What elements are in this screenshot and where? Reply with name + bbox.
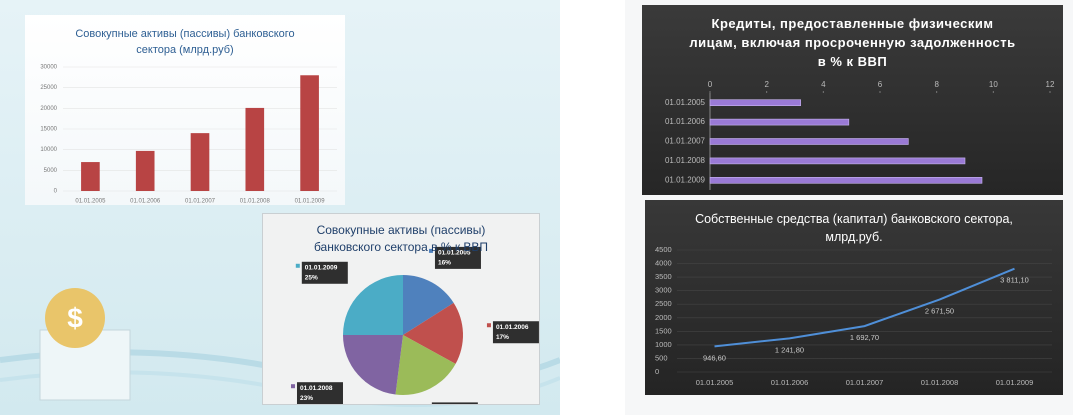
data-label: 946,60: [703, 353, 726, 362]
label-box: [431, 402, 478, 404]
bar: [190, 133, 210, 191]
chart-panel: 0 500 1000 1500 2000 2500 3000 3500 4000 4500 01.0…: [645, 200, 1063, 395]
x-tick-label: 4: [821, 80, 826, 89]
label-box: [434, 246, 481, 269]
chart-panel: 0 2 4 6 8 10 12 01.01.2005 01.01.2006 01.01.2007 0…: [642, 5, 1063, 195]
bar: [81, 162, 100, 191]
chart-panel: 0 5000 10000 15000 20000 25000 30000 01.01.2005…: [25, 15, 345, 205]
chart: 0 5000 10000 15000 20000 25000 30000 01.01.2005…: [40, 65, 337, 205]
bar: [135, 150, 155, 191]
y-tick-label: 01.01.2005: [665, 98, 706, 107]
chart: 0 2 4 6 8 10 12 01.01.2005 01.01.2006 01.01.2007 0…: [665, 80, 1055, 190]
y-tick-label: 20000: [40, 106, 57, 112]
bar: [245, 107, 265, 191]
x-tick-label: 2: [764, 80, 769, 89]
label-box: [492, 321, 539, 344]
bar: [709, 118, 850, 126]
y-tick-label: 0: [655, 367, 659, 376]
y-tick-label: 15000: [40, 127, 57, 133]
x-tick-label: 8: [934, 80, 939, 89]
bar: [300, 75, 319, 191]
slice-value: 23%: [300, 395, 313, 402]
y-tick-label: 2500: [655, 299, 672, 308]
slice-label: 01.01.2009: [305, 264, 338, 271]
x-tick-label: 01.01.2007: [185, 199, 216, 205]
x-tick-label: 01.01.2007: [846, 378, 884, 387]
svg-text:$: $: [67, 302, 83, 333]
chart-title: Совокупные активы (пассивы) банковского …: [75, 28, 295, 56]
y-tick-label: 1500: [655, 326, 672, 335]
chart-title: Кредиты, предоставленные физическим лица…: [689, 16, 1016, 69]
pie-slice: [395, 335, 456, 395]
y-tick-label: 01.01.2009: [665, 175, 706, 184]
bar: [709, 138, 909, 145]
y-tick-label: 01.01.2007: [665, 137, 706, 146]
y-tick-label: 4000: [655, 259, 672, 268]
x-tick-label: 0: [708, 80, 713, 89]
data-label: 1 241,80: [775, 345, 804, 354]
y-tick-label: 30000: [40, 65, 57, 71]
chart-title: Собственные средства (капитал) банковско…: [695, 212, 1013, 245]
legend-swatch: [295, 263, 300, 268]
y-tick-label: 5000: [44, 168, 58, 174]
y-tick-label: 3500: [655, 272, 672, 281]
x-tick-label: 01.01.2005: [696, 378, 734, 387]
bar: [709, 177, 983, 184]
line: [714, 267, 1015, 348]
y-tick-label: 1000: [655, 340, 672, 349]
legend-swatch: [486, 323, 491, 328]
label-box: [301, 261, 348, 284]
x-tick-label: 01.01.2006: [771, 378, 809, 387]
pie-slice: [343, 275, 403, 335]
y-tick-label: 500: [655, 353, 668, 362]
x-tick-label: 01.01.2008: [240, 199, 271, 205]
x-tick-label: 01.01.2009: [996, 378, 1034, 387]
chart-panel: 01.01.200516%01.01.200617%01.01.200719%0…: [262, 213, 540, 405]
legend-swatch: [428, 248, 433, 253]
x-tick-label: 01.01.2008: [921, 378, 959, 387]
chart: 01.01.200516%01.01.200617%01.01.200719%0…: [290, 246, 539, 405]
slice-label: 01.01.2008: [300, 385, 333, 392]
x-tick-label: 01.01.2006: [130, 199, 161, 205]
chart: 0 500 1000 1500 2000 2500 3000 3500 4000 4500 01.0…: [655, 245, 1052, 387]
pie-slice: [343, 335, 403, 395]
y-tick-label: 2000: [655, 313, 672, 322]
y-tick-label: 3000: [655, 286, 672, 295]
legend-swatch: [290, 384, 295, 389]
data-label: 2 671,50: [925, 307, 954, 316]
x-tick-label: 10: [989, 80, 998, 89]
pie-slice: [403, 275, 454, 335]
y-tick-label: 01.01.2008: [665, 156, 706, 165]
label-box: [296, 382, 343, 404]
data-label: 3 811,10: [1000, 276, 1029, 285]
x-tick-label: 01.01.2009: [295, 199, 326, 205]
x-tick-label: 12: [1046, 80, 1055, 89]
bar: [709, 157, 966, 165]
y-tick-label: 01.01.2006: [665, 117, 706, 126]
slice-label: 01.01.2006: [496, 324, 529, 331]
bar: [709, 99, 801, 106]
chart-title: Совокупные активы (пассивы) банковского …: [313, 223, 489, 255]
slice-value: 16%: [438, 260, 451, 267]
slice-label: 01.01.2005: [438, 250, 471, 257]
legend-swatch: [426, 404, 430, 405]
y-tick-label: 10000: [40, 147, 57, 153]
slice-value: 25%: [305, 274, 318, 281]
data-label: 1 692,70: [850, 333, 879, 342]
y-tick-label: 25000: [40, 85, 57, 91]
slice-value: 17%: [496, 334, 509, 341]
y-tick-label: 4500: [655, 245, 672, 254]
x-tick-label: 01.01.2005: [75, 199, 106, 205]
x-tick-label: 6: [878, 80, 883, 89]
y-tick-label: 0: [54, 189, 58, 195]
pie-slice: [403, 302, 463, 364]
